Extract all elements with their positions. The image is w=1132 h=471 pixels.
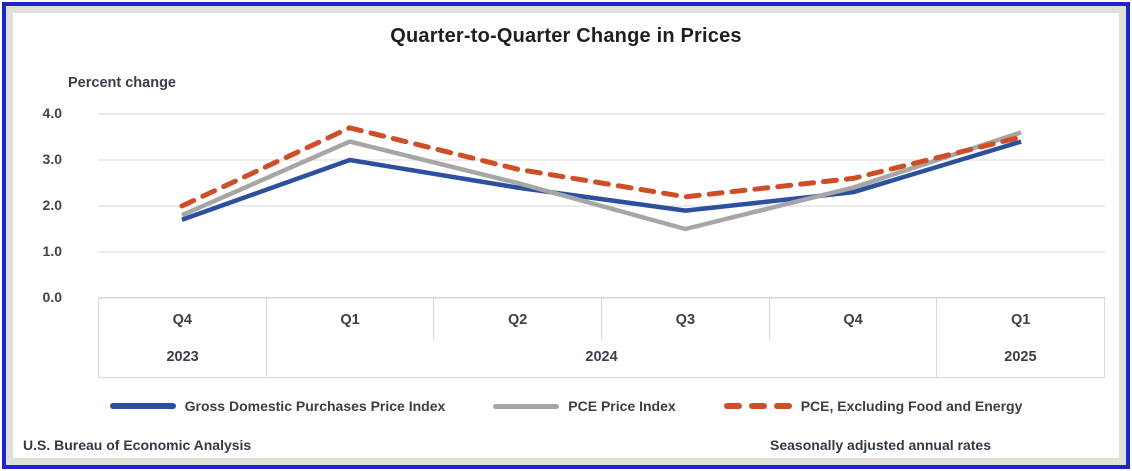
legend-item-core-pce: PCE, Excluding Food and Energy [723,398,1023,414]
y-tick-label: 4.0 [42,105,62,121]
series-line-0 [181,139,1022,222]
legend-swatch-solid-line-icon [493,403,560,409]
legend-dash [773,403,792,409]
x-tick-quarter: Q1 [265,298,434,340]
chart-canvas: Quarter-to-Quarter Change in Prices Perc… [13,13,1119,458]
x-tick-quarter: Q2 [433,298,601,340]
y-axis-unit-label: Percent change [68,75,176,91]
x-tick-quarter: Q4 [98,298,266,340]
quarter-row: Q4 Q1 Q2 Q3 Q4 Q1 [98,298,1106,340]
x-tick-year: 2024 [266,340,936,377]
source-note: U.S. Bureau of Economic Analysis [23,437,252,453]
legend-swatch-solid-line-icon [109,403,176,409]
legend-swatch-dashed-line-icon [723,403,792,409]
legend-item-gdp-purchases: Gross Domestic Purchases Price Index [109,398,446,414]
x-axis-table: Q4 Q1 Q2 Q3 Q4 Q1 2023 2024 2025 [98,297,1106,378]
chart-legend: Gross Domestic Purchases Price Index PCE… [13,398,1119,414]
x-tick-year: 2025 [935,340,1106,377]
year-row: 2023 2024 2025 [98,340,1106,377]
legend-label: PCE Price Index [568,398,676,414]
series-line-2 [179,125,1024,209]
y-tick-label: 1.0 [42,243,62,259]
series-line-1 [181,130,1022,232]
adjustment-note: Seasonally adjusted annual rates [770,437,991,453]
x-tick-year: 2023 [98,340,266,377]
chart-title: Quarter-to-Quarter Change in Prices [390,25,742,47]
legend-dash [723,403,742,409]
legend-item-pce: PCE Price Index [493,398,676,414]
x-tick-quarter: Q4 [768,298,937,340]
x-tick-quarter: Q1 [936,298,1106,340]
legend-label: Gross Domestic Purchases Price Index [184,398,446,414]
y-tick-label: 0.0 [42,289,62,305]
x-tick-quarter: Q3 [601,298,769,340]
legend-dash [748,403,767,409]
legend-label: PCE, Excluding Food and Energy [800,398,1023,414]
plot-svg [98,113,1105,299]
y-tick-label: 3.0 [42,151,62,167]
y-tick-label: 2.0 [42,197,62,213]
